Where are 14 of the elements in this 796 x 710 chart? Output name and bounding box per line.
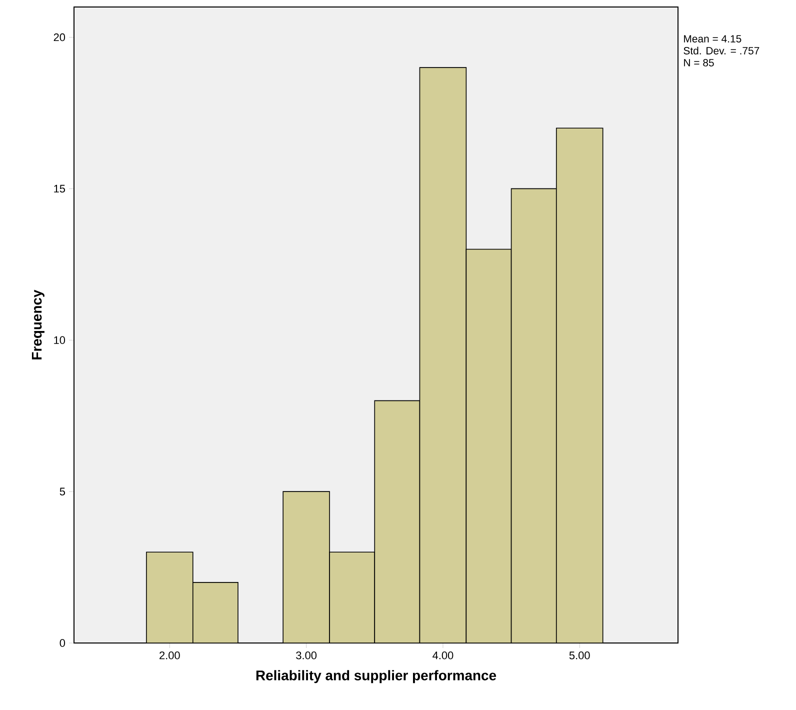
y-tick-label: 10 xyxy=(54,336,66,344)
x-axis-title: Reliability and supplier performance xyxy=(256,670,496,684)
x-tick-label: 5.00 xyxy=(569,652,590,660)
text: Std. Dev. = .757 xyxy=(684,46,760,54)
text: Mean = 4.15 xyxy=(684,35,742,42)
y-tick-label: 15 xyxy=(54,184,66,193)
x-tick-label: 4.00 xyxy=(432,652,454,660)
text: N = 85 xyxy=(684,59,714,66)
x-tick-label: 3.00 xyxy=(296,652,317,660)
y-tick-label: 5 xyxy=(60,488,66,496)
y-tick-label: 20 xyxy=(54,33,66,42)
x-tick-label: 2.00 xyxy=(160,652,180,660)
y-axis-title: Frequency xyxy=(32,290,44,360)
y-tick-label: 0 xyxy=(60,639,66,647)
